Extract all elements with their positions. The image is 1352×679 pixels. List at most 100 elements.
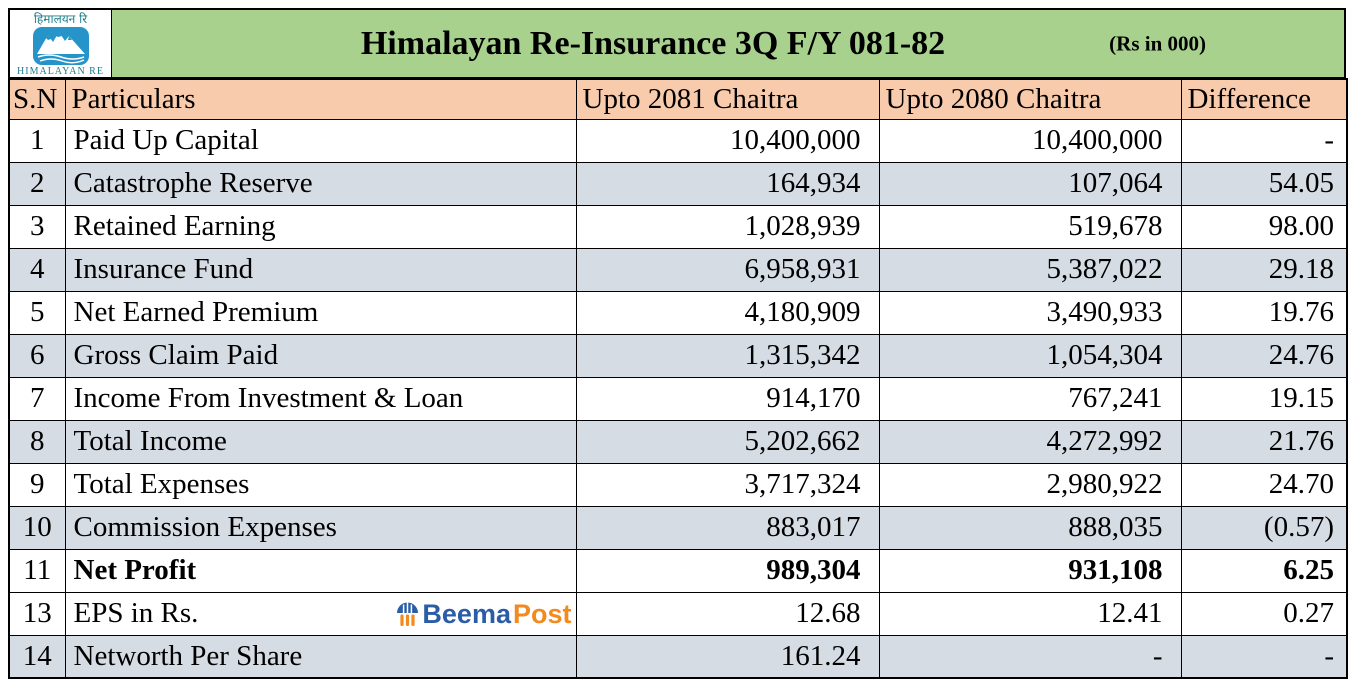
cell-2080: 1,054,304 bbox=[878, 333, 1182, 378]
table-row-eps: 13 EPS in Rs. bbox=[8, 591, 1348, 636]
cell-2080: 107,064 bbox=[878, 161, 1182, 206]
title-row: हिमालयन रि HIMALAYAN RE Himalayan Re-Ins… bbox=[8, 8, 1346, 78]
cell-2081: 1,315,342 bbox=[575, 333, 880, 378]
cell-sn: 10 bbox=[8, 505, 66, 550]
col-header-sn: S.N bbox=[8, 78, 66, 120]
table-row: 4 Insurance Fund 6,958,931 5,387,022 29.… bbox=[8, 247, 1348, 292]
cell-particulars: EPS in Rs. Beema Post bbox=[64, 591, 577, 636]
cell-2080: 4,272,992 bbox=[878, 419, 1182, 464]
cell-particulars: Net Earned Premium bbox=[64, 290, 577, 335]
cell-sn: 13 bbox=[8, 591, 66, 636]
cell-2081: 161.24 bbox=[575, 634, 880, 679]
beemapost-umbrella-icon bbox=[397, 601, 419, 626]
col-header-particulars: Particulars bbox=[64, 78, 577, 120]
cell-sn: 9 bbox=[8, 462, 66, 507]
table-row: 8 Total Income 5,202,662 4,272,992 21.76 bbox=[8, 419, 1348, 464]
cell-2081: 6,958,931 bbox=[575, 247, 880, 292]
post-text: Post bbox=[512, 598, 572, 629]
cell-2081: 4,180,909 bbox=[575, 290, 880, 335]
cell-2080: 519,678 bbox=[878, 204, 1182, 249]
cell-difference: 6.25 bbox=[1180, 548, 1348, 593]
cell-2081: 989,304 bbox=[575, 548, 880, 593]
cell-2081: 164,934 bbox=[575, 161, 880, 206]
cell-sn: 2 bbox=[8, 161, 66, 206]
cell-difference: 19.76 bbox=[1180, 290, 1348, 335]
cell-sn: 1 bbox=[8, 118, 66, 163]
title-band: Himalayan Re-Insurance 3Q F/Y 081-82 (Rs… bbox=[112, 10, 1344, 77]
cell-2080: 767,241 bbox=[878, 376, 1182, 421]
header-row: S.N Particulars Upto 2081 Chaitra Upto 2… bbox=[8, 78, 1348, 120]
cell-particulars: Catastrophe Reserve bbox=[64, 161, 577, 206]
cell-2081: 914,170 bbox=[575, 376, 880, 421]
cell-2081: 12.68 bbox=[575, 591, 880, 636]
col-header-difference: Difference bbox=[1180, 78, 1348, 120]
cell-sn: 4 bbox=[8, 247, 66, 292]
cell-difference: - bbox=[1180, 118, 1348, 163]
cell-sn: 11 bbox=[8, 548, 66, 593]
cell-difference: 24.70 bbox=[1180, 462, 1348, 507]
table-row: 5 Net Earned Premium 4,180,909 3,490,933… bbox=[8, 290, 1348, 335]
cell-sn: 6 bbox=[8, 333, 66, 378]
cell-sn: 5 bbox=[8, 290, 66, 335]
cell-2081: 5,202,662 bbox=[575, 419, 880, 464]
cell-particulars: Total Income bbox=[64, 419, 577, 464]
cell-sn: 14 bbox=[8, 634, 66, 679]
cell-difference: 21.76 bbox=[1180, 419, 1348, 464]
col-header-2080: Upto 2080 Chaitra bbox=[878, 78, 1182, 120]
cell-2080: 888,035 bbox=[878, 505, 1182, 550]
cell-particulars: Networth Per Share bbox=[64, 634, 577, 679]
himalayan-re-logo: हिमालयन रि HIMALAYAN RE bbox=[10, 10, 112, 77]
cell-difference: 19.15 bbox=[1180, 376, 1348, 421]
cell-2080: - bbox=[878, 634, 1182, 679]
table-row: 1 Paid Up Capital 10,400,000 10,400,000 … bbox=[8, 118, 1348, 163]
cell-2081: 883,017 bbox=[575, 505, 880, 550]
cell-particulars: Gross Claim Paid bbox=[64, 333, 577, 378]
himalayan-re-logo-icon bbox=[32, 26, 89, 65]
cell-difference: 54.05 bbox=[1180, 161, 1348, 206]
table-row: 6 Gross Claim Paid 1,315,342 1,054,304 2… bbox=[8, 333, 1348, 378]
cell-particulars: Retained Earning bbox=[64, 204, 577, 249]
cell-particulars: Income From Investment & Loan bbox=[64, 376, 577, 421]
data-table: S.N Particulars Upto 2081 Chaitra Upto 2… bbox=[8, 78, 1348, 679]
cell-2080: 12.41 bbox=[878, 591, 1182, 636]
cell-particulars: Total Expenses bbox=[64, 462, 577, 507]
cell-difference: 24.76 bbox=[1180, 333, 1348, 378]
table-row: 10 Commission Expenses 883,017 888,035 (… bbox=[8, 505, 1348, 550]
cell-2080: 3,490,933 bbox=[878, 290, 1182, 335]
cell-2081: 10,400,000 bbox=[575, 118, 880, 163]
logo-devanagari-text: हिमालयन रि bbox=[33, 11, 88, 26]
cell-difference: 98.00 bbox=[1180, 204, 1348, 249]
table-row: 9 Total Expenses 3,717,324 2,980,922 24.… bbox=[8, 462, 1348, 507]
table-row: 2 Catastrophe Reserve 164,934 107,064 54… bbox=[8, 161, 1348, 206]
logo-caption: HIMALAYAN RE bbox=[17, 65, 104, 77]
beemapost-watermark: Beema Post bbox=[395, 598, 572, 629]
table-row: 7 Income From Investment & Loan 914,170 … bbox=[8, 376, 1348, 421]
col-header-2081: Upto 2081 Chaitra bbox=[575, 78, 880, 120]
eps-label: EPS in Rs. bbox=[73, 597, 199, 629]
financial-table: हिमालयन रि HIMALAYAN RE Himalayan Re-Ins… bbox=[8, 8, 1348, 679]
cell-2081: 3,717,324 bbox=[575, 462, 880, 507]
beema-text: Beema bbox=[422, 598, 511, 629]
cell-sn: 7 bbox=[8, 376, 66, 421]
table-row: 14 Networth Per Share 161.24 - - bbox=[8, 634, 1348, 679]
cell-difference: 29.18 bbox=[1180, 247, 1348, 292]
cell-particulars: Insurance Fund bbox=[64, 247, 577, 292]
cell-difference: 0.27 bbox=[1180, 591, 1348, 636]
cell-particulars: Commission Expenses bbox=[64, 505, 577, 550]
cell-sn: 3 bbox=[8, 204, 66, 249]
cell-2080: 10,400,000 bbox=[878, 118, 1182, 163]
cell-sn: 8 bbox=[8, 419, 66, 464]
cell-2081: 1,028,939 bbox=[575, 204, 880, 249]
cell-particulars: Net Profit bbox=[64, 548, 577, 593]
cell-difference: (0.57) bbox=[1180, 505, 1348, 550]
cell-2080: 931,108 bbox=[878, 548, 1182, 593]
table-row: 3 Retained Earning 1,028,939 519,678 98.… bbox=[8, 204, 1348, 249]
table-row-net-profit: 11 Net Profit 989,304 931,108 6.25 bbox=[8, 548, 1348, 593]
cell-difference: - bbox=[1180, 634, 1348, 679]
page-title: Himalayan Re-Insurance 3Q F/Y 081-82 bbox=[360, 24, 946, 62]
unit-note: (Rs in 000) bbox=[1109, 31, 1206, 55]
cell-2080: 2,980,922 bbox=[878, 462, 1182, 507]
cell-2080: 5,387,022 bbox=[878, 247, 1182, 292]
cell-particulars: Paid Up Capital bbox=[64, 118, 577, 163]
